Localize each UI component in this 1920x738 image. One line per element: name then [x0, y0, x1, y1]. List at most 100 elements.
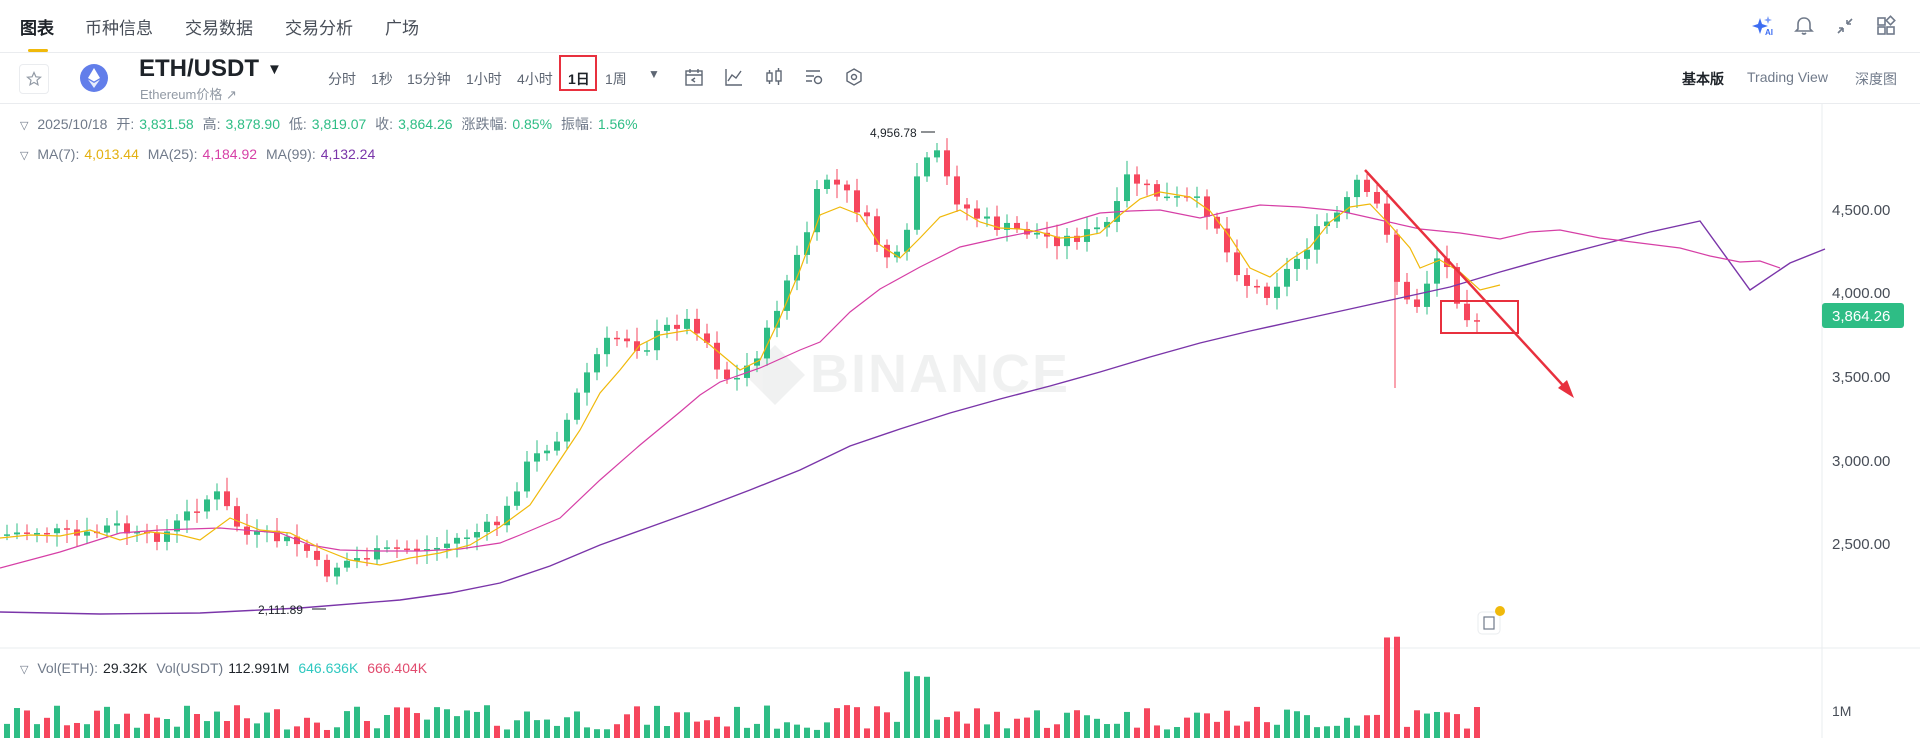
tab-square[interactable]: 广场: [385, 19, 419, 38]
interval-time[interactable]: 分时: [328, 71, 356, 87]
volume-bar: [614, 724, 620, 738]
candle-body: [104, 525, 110, 533]
volume-bar: [884, 712, 890, 738]
bell-icon[interactable]: [1793, 15, 1815, 37]
volume-bar: [284, 729, 290, 738]
candle-body: [1204, 196, 1210, 217]
collapse-chevron-icon[interactable]: ▽: [20, 120, 29, 132]
chart-area[interactable]: BINANCE 4,500.00 4,000.00 3,500.00 3,000…: [0, 104, 1920, 738]
notes-icon[interactable]: [1477, 606, 1505, 635]
volume-bar: [134, 727, 140, 738]
candle-body: [534, 453, 540, 462]
collapse-icon[interactable]: [1834, 15, 1856, 37]
candle-body: [1344, 197, 1350, 213]
volume-bar: [1454, 714, 1460, 738]
volume-bar: [534, 720, 540, 738]
candle-body: [1254, 285, 1260, 288]
candle-body: [884, 244, 890, 258]
favorite-button[interactable]: [19, 64, 49, 94]
candle-body: [354, 558, 360, 561]
price-chart[interactable]: BINANCE 4,500.00 4,000.00 3,500.00 3,000…: [0, 104, 1920, 738]
candle-body: [644, 350, 650, 352]
tab-coin-info[interactable]: 币种信息: [85, 19, 153, 38]
volume-bar: [1024, 717, 1030, 738]
volume-bar: [1384, 637, 1390, 738]
symbol-pair[interactable]: ETH/USDT: [139, 55, 259, 82]
candle-body: [504, 505, 510, 526]
volume-bar: [1334, 725, 1340, 738]
volume-bar: [74, 722, 80, 738]
volume-bar: [774, 728, 780, 738]
interval-1h[interactable]: 1小时: [466, 71, 502, 87]
candlesticks: [4, 138, 1480, 585]
ohlc-legend: ▽ 2025/10/18 开: 3,831.58 高: 3,878.90 低: 3,8…: [20, 114, 643, 134]
more-intervals-icon[interactable]: ▼: [648, 67, 660, 81]
candle-body: [694, 318, 700, 334]
tab-trading-analysis[interactable]: 交易分析: [285, 19, 353, 38]
volume-bar: [704, 720, 710, 738]
candle-body: [904, 229, 910, 252]
amplitude-value: 1.56%: [597, 116, 638, 132]
candle-body: [1264, 286, 1270, 298]
candle-body: [374, 548, 380, 560]
symbol-dropdown-icon[interactable]: ▼: [267, 61, 282, 78]
candle-body: [1374, 191, 1380, 204]
candle-body: [974, 208, 980, 219]
volume-bar: [1364, 715, 1370, 738]
interval-1s[interactable]: 1秒: [371, 71, 393, 87]
ma25-label: MA(25):: [147, 146, 198, 162]
price-axis-label: 4,500.00: [1832, 202, 1890, 219]
tab-chart[interactable]: 图表: [20, 19, 54, 38]
candle-body: [1464, 303, 1470, 321]
volume-bar: [354, 706, 360, 738]
candle-body: [1164, 196, 1170, 199]
candle-body: [1174, 196, 1180, 198]
candle-body: [24, 532, 30, 534]
candle-body: [664, 324, 670, 331]
candle-body: [254, 531, 260, 535]
candle-body: [1274, 286, 1280, 298]
view-basic[interactable]: 基本版: [1682, 71, 1724, 87]
candle-body: [564, 419, 570, 442]
candle-body: [1434, 258, 1440, 284]
volume-bars: [4, 636, 1480, 738]
collapse-chevron-icon[interactable]: ▽: [20, 150, 29, 162]
candle-body: [274, 530, 280, 542]
collapse-chevron-icon[interactable]: ▽: [20, 664, 29, 676]
candle-body: [1094, 227, 1100, 230]
volume-bar: [34, 724, 40, 738]
ai-sparkle-icon[interactable]: AI: [1752, 15, 1774, 37]
volume-bar: [1324, 726, 1330, 738]
candle-body: [524, 461, 530, 492]
candle-body: [1404, 281, 1410, 300]
indicator-settings-icon[interactable]: [804, 67, 824, 87]
candle-body: [1004, 222, 1010, 230]
volume-bar: [1134, 727, 1140, 738]
volume-bar: [94, 710, 100, 738]
tab-trading-data[interactable]: 交易数据: [185, 19, 253, 38]
volume-bar: [364, 721, 370, 738]
candlestick-icon[interactable]: [764, 67, 784, 87]
volume-bar: [894, 721, 900, 738]
view-depth[interactable]: 深度图: [1855, 71, 1897, 87]
interval-15m[interactable]: 15分钟: [407, 71, 451, 87]
volume-bar: [524, 711, 530, 738]
candle-body: [444, 543, 450, 548]
calendar-icon[interactable]: [684, 67, 704, 87]
hexagon-settings-icon[interactable]: [844, 67, 864, 87]
candle-body: [84, 531, 90, 536]
volume-bar: [934, 719, 940, 738]
interval-1w[interactable]: 1周: [605, 71, 627, 87]
layout-grid-icon[interactable]: [1875, 15, 1897, 37]
price-axis-label: 4,000.00: [1832, 285, 1890, 302]
interval-1d[interactable]: 1日: [568, 71, 590, 87]
view-trading-view[interactable]: Trading View: [1747, 69, 1828, 85]
interval-4h[interactable]: 4小时: [517, 71, 553, 87]
volume-bar: [1374, 714, 1380, 738]
active-tab-indicator: [28, 49, 48, 52]
candle-body: [1444, 258, 1450, 268]
candle-body: [494, 521, 500, 526]
candle-body: [124, 523, 130, 534]
symbol-price-link[interactable]: Ethereum价格 ↗: [140, 87, 237, 102]
line-chart-icon[interactable]: [724, 67, 744, 87]
